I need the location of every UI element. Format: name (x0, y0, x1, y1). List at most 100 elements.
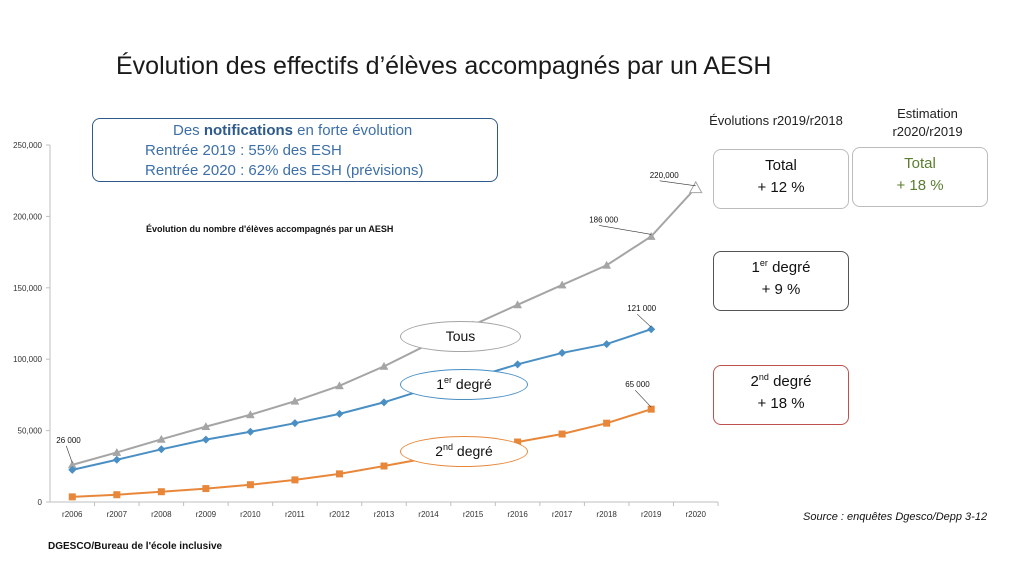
footer-credit: DGESCO/Bureau de l'école inclusive (48, 541, 223, 552)
x-tick-label: r2018 (596, 510, 617, 519)
data-point-second (335, 470, 343, 478)
data-point-tous (379, 361, 389, 370)
data-point-premier (290, 419, 299, 428)
notifications-line-2: Rentrée 2019 : 55% des ESH (145, 142, 342, 159)
x-tick-label: r2006 (62, 510, 83, 519)
data-point-tous (112, 447, 122, 456)
data-point-premier (246, 427, 255, 436)
data-point-premier (647, 325, 656, 334)
notifications-line-3: Rentrée 2020 : 62% des ESH (prévisions) (145, 162, 424, 179)
data-point-premier (513, 360, 522, 369)
x-tick-label: r2007 (107, 510, 128, 519)
annotation-leader (599, 225, 652, 235)
x-tick-label: r2020 (685, 510, 706, 519)
total-evolution-box: Total + 12 % (713, 149, 849, 209)
x-tick-label: r2010 (240, 510, 261, 519)
data-label: 186 000 (589, 215, 618, 224)
estimation-header: Estimation r2020/r2019 (870, 105, 985, 141)
data-point-second (558, 430, 566, 438)
annotation-leader (65, 445, 73, 463)
second-degre-label: 2nd degré (750, 372, 812, 391)
notifications-bold: notifications (203, 122, 294, 139)
data-point-premier (380, 398, 388, 407)
x-tick-label: r2017 (552, 510, 573, 519)
data-label: 121 000 (627, 304, 656, 313)
x-tick-label: r2015 (463, 510, 484, 519)
series-label-tous: Tous (400, 321, 521, 352)
data-point-tous (201, 422, 211, 431)
x-tick-label: r2009 (196, 510, 217, 519)
data-point-second (113, 491, 121, 499)
chart-annotations: 26 000 186 000 220,000 121 000 65 000 (56, 171, 696, 463)
premier-degre-box: 1er degré + 9 % (713, 251, 849, 311)
data-point-second (291, 476, 299, 484)
second-degre-box: 2nd degré + 18 % (713, 365, 849, 425)
premier-degre-label: 1er degré (751, 258, 811, 277)
source-note: Source : enquêtes Dgesco/Depp 3-12 (803, 511, 988, 523)
data-point-premier (602, 340, 611, 349)
annotation-leader (634, 389, 652, 408)
y-tick-label: 200,000 (13, 212, 42, 221)
second-degre-value: + 18 % (757, 395, 805, 412)
annotation-leader (659, 180, 696, 187)
data-point-premier (157, 445, 166, 454)
notifications-prefix: Des (173, 122, 204, 139)
data-point-second (68, 493, 76, 501)
data-label: 220,000 (650, 171, 679, 180)
y-tick-label: 250,000 (13, 141, 42, 150)
x-tick-label: r2014 (418, 510, 439, 519)
data-point-tous (557, 280, 567, 289)
series-line-premier (72, 328, 652, 471)
data-point-tous (688, 180, 703, 194)
data-point-second (603, 419, 611, 427)
data-point-premier (335, 409, 344, 418)
y-tick-label: 100,000 (13, 355, 42, 364)
series-label-second-degre: 2nd degré (400, 436, 528, 467)
data-point-tous (156, 434, 166, 443)
data-point-second (202, 485, 210, 493)
data-point-second (647, 405, 655, 413)
evolutions-header: Évolutions r2019/r2018 (709, 113, 843, 128)
y-tick-label: 50,000 (18, 427, 43, 436)
estimation-header-line1: Estimation (897, 106, 958, 121)
data-point-premier (112, 455, 121, 464)
series-label-premier-degre: 1er degré (400, 369, 528, 400)
data-point-premier (68, 465, 77, 474)
estimation-header-line2: r2020/r2019 (892, 124, 963, 139)
data-point-tous (335, 381, 344, 390)
x-tick-label: r2019 (641, 510, 662, 519)
data-point-second (380, 462, 388, 470)
series-line-second (72, 408, 652, 498)
x-tick-label: r2012 (329, 510, 350, 519)
data-point-tous (602, 260, 612, 269)
page-title: Évolution des effectifs d’élèves accompa… (116, 52, 772, 80)
x-tick-label: r2011 (285, 510, 305, 519)
data-point-tous (245, 410, 255, 419)
notifications-callout: Des notifications en forte évolution Ren… (92, 118, 498, 182)
premier-degre-value: + 9 % (761, 281, 801, 298)
data-point-tous (513, 300, 523, 309)
data-point-premier (558, 348, 567, 357)
data-label: 65 000 (625, 380, 650, 389)
chart-title: Évolution du nombre d'élèves accompagnés… (146, 224, 393, 234)
total-label: Total (765, 157, 797, 174)
estimation-total-label: Total (904, 155, 936, 172)
total-value: + 12 % (757, 179, 805, 196)
data-point-premier (201, 435, 210, 444)
data-point-second (246, 481, 254, 489)
estimation-total-box: Total + 18 % (852, 147, 988, 207)
x-tick-label: r2016 (507, 510, 528, 519)
x-tick-label: r2013 (374, 510, 395, 519)
data-point-second (157, 488, 165, 496)
x-tick-label: r2008 (151, 510, 172, 519)
estimation-total-value: + 18 % (896, 177, 944, 194)
annotation-leader (636, 313, 652, 328)
data-point-tous (290, 396, 300, 405)
y-tick-label: 150,000 (13, 284, 42, 293)
y-tick-label: 0 (38, 498, 43, 507)
notifications-line-1: Des notifications en forte évolution (173, 122, 412, 139)
chart-axes: 0 50,000 100,000 150,000 200,000 250,000 r2006… (13, 141, 719, 519)
data-label: 26 000 (56, 436, 81, 445)
data-point-tous (646, 231, 656, 240)
